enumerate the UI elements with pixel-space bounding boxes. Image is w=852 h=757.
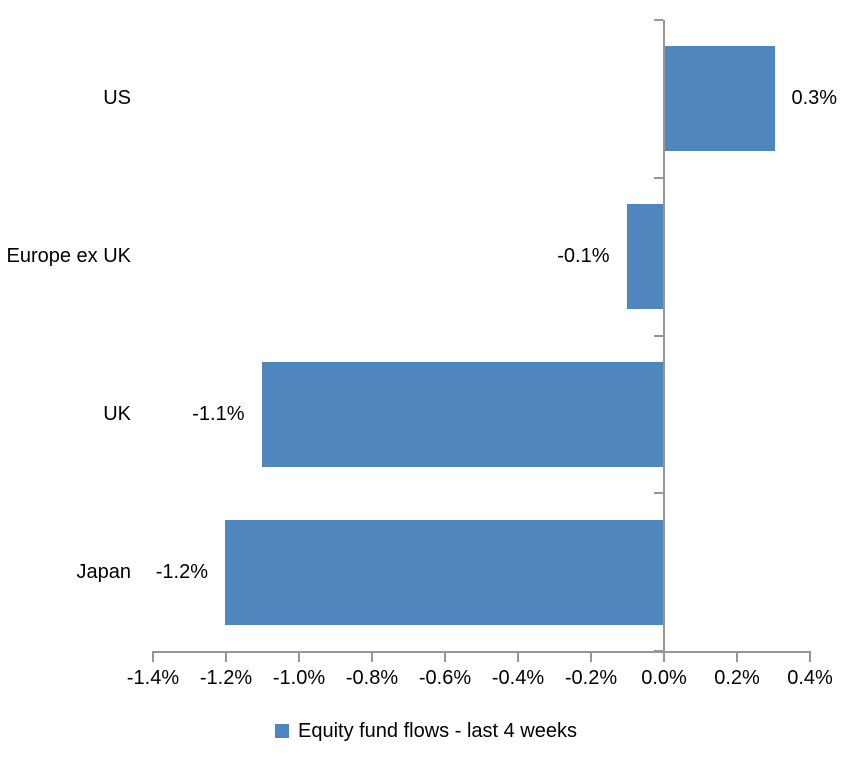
x-tick bbox=[152, 651, 154, 662]
category-label: Japan bbox=[76, 560, 132, 583]
x-tick-label: -0.8% bbox=[345, 667, 399, 689]
x-tick bbox=[371, 651, 373, 662]
value-label: -1.2% bbox=[155, 560, 208, 583]
y-tick bbox=[654, 492, 663, 495]
x-tick-label: 0.0% bbox=[641, 667, 687, 689]
value-label: 0.3% bbox=[791, 87, 838, 110]
x-tick bbox=[590, 651, 592, 662]
x-tick bbox=[736, 651, 738, 662]
category-label: Europe ex UK bbox=[6, 245, 131, 268]
y-tick bbox=[654, 176, 663, 179]
x-tick-label: -0.2% bbox=[564, 667, 618, 689]
bar bbox=[626, 204, 663, 310]
x-tick-label: 0.2% bbox=[714, 667, 760, 689]
value-label: -0.1% bbox=[557, 245, 610, 268]
x-tick bbox=[663, 651, 665, 662]
x-tick bbox=[225, 651, 227, 662]
y-axis-line bbox=[663, 20, 665, 653]
y-tick bbox=[654, 19, 663, 21]
legend: Equity fund flows - last 4 weeks bbox=[0, 716, 852, 746]
x-tick-label: -0.6% bbox=[418, 667, 472, 689]
x-tick-label: -1.2% bbox=[199, 667, 253, 689]
legend-label: Equity fund flows - last 4 weeks bbox=[297, 719, 577, 742]
value-label: -1.1% bbox=[192, 402, 245, 425]
x-tick-label: 0.4% bbox=[787, 667, 833, 689]
x-axis-line bbox=[152, 651, 811, 653]
x-tick-label: -1.0% bbox=[272, 667, 326, 689]
x-tick bbox=[517, 651, 519, 662]
x-tick bbox=[809, 651, 811, 662]
bar bbox=[665, 46, 775, 152]
bar bbox=[225, 519, 663, 625]
y-tick bbox=[654, 650, 663, 652]
x-tick-label: -1.4% bbox=[126, 667, 180, 689]
y-tick bbox=[654, 334, 663, 337]
category-label: US bbox=[103, 87, 131, 110]
x-tick bbox=[444, 651, 446, 662]
legend-swatch-icon bbox=[274, 724, 289, 738]
bar bbox=[261, 361, 663, 467]
x-tick-label: -0.4% bbox=[491, 667, 545, 689]
category-label: UK bbox=[103, 402, 131, 425]
x-tick bbox=[298, 651, 300, 662]
